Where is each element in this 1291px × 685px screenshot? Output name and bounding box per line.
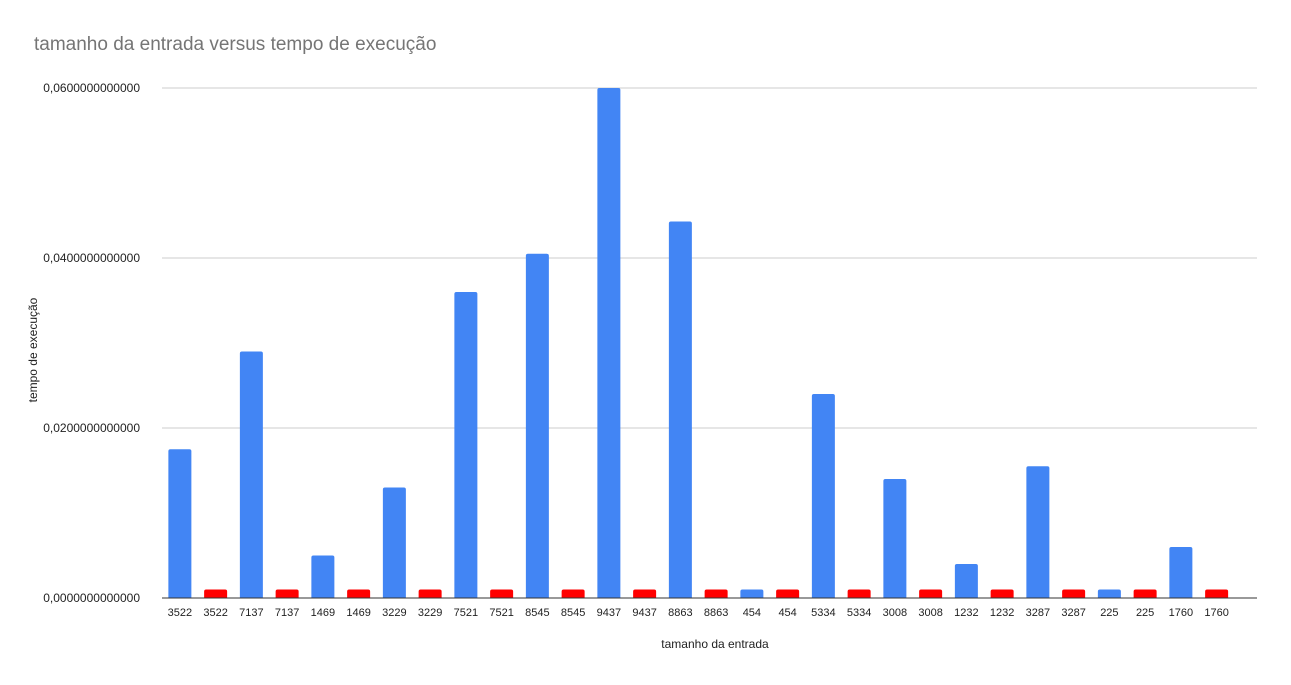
bar bbox=[1062, 589, 1086, 598]
x-tick-label: 3229 bbox=[382, 607, 406, 619]
y-tick-label: 0,0600000000000 bbox=[43, 81, 140, 95]
bar bbox=[883, 479, 907, 598]
x-tick-label: 9437 bbox=[632, 607, 656, 619]
bar bbox=[1026, 466, 1050, 598]
bar bbox=[275, 589, 299, 598]
bar bbox=[1169, 547, 1193, 598]
x-tick-label: 454 bbox=[778, 607, 796, 619]
x-tick-label: 5334 bbox=[811, 607, 835, 619]
x-tick-label: 1232 bbox=[990, 607, 1014, 619]
x-tick-label: 1469 bbox=[346, 607, 370, 619]
bar bbox=[454, 292, 478, 598]
x-tick-label: 7137 bbox=[239, 607, 263, 619]
bar bbox=[1205, 589, 1229, 598]
bar bbox=[347, 589, 371, 598]
x-tick-label: 1760 bbox=[1169, 607, 1193, 619]
x-tick-label: 8863 bbox=[668, 607, 692, 619]
bar bbox=[204, 589, 228, 598]
x-tick-label: 3522 bbox=[168, 607, 192, 619]
y-tick-label: 0,0200000000000 bbox=[43, 421, 140, 435]
bar bbox=[525, 253, 549, 598]
x-tick-label: 1469 bbox=[311, 607, 335, 619]
bar bbox=[704, 589, 728, 598]
bar bbox=[490, 589, 514, 598]
bar bbox=[168, 449, 192, 598]
bar bbox=[919, 589, 943, 598]
x-tick-label: 3522 bbox=[203, 607, 227, 619]
x-tick-label: 7137 bbox=[275, 607, 299, 619]
bar bbox=[418, 589, 442, 598]
x-axis-title: tamanho da entrada bbox=[661, 637, 769, 651]
x-tick-label: 8545 bbox=[561, 607, 585, 619]
x-tick-label: 1760 bbox=[1204, 607, 1228, 619]
x-tick-label: 7521 bbox=[489, 607, 513, 619]
bar bbox=[311, 555, 335, 598]
x-tick-label: 1232 bbox=[954, 607, 978, 619]
bar bbox=[990, 589, 1014, 598]
x-tick-label: 8863 bbox=[704, 607, 728, 619]
y-tick-label: 0,0000000000000 bbox=[43, 591, 140, 605]
bar bbox=[597, 88, 621, 598]
bar bbox=[776, 589, 800, 598]
bar bbox=[847, 589, 871, 598]
bar bbox=[1097, 589, 1121, 598]
chart-title: tamanho da entrada versus tempo de execu… bbox=[34, 34, 437, 55]
bar bbox=[633, 589, 657, 598]
bar bbox=[382, 487, 406, 598]
bar bbox=[740, 589, 764, 598]
x-tick-label: 5334 bbox=[847, 607, 871, 619]
x-tick-label: 9437 bbox=[597, 607, 621, 619]
x-tick-label: 3008 bbox=[883, 607, 907, 619]
x-tick-label: 3229 bbox=[418, 607, 442, 619]
x-tick-label: 3008 bbox=[918, 607, 942, 619]
bar bbox=[668, 221, 692, 598]
bar bbox=[239, 351, 263, 598]
x-tick-label: 454 bbox=[743, 607, 761, 619]
bar bbox=[811, 394, 835, 598]
x-tick-label: 225 bbox=[1136, 607, 1154, 619]
bar bbox=[954, 564, 978, 598]
bar bbox=[1133, 589, 1157, 598]
y-tick-label: 0,0400000000000 bbox=[43, 251, 140, 265]
x-tick-label: 225 bbox=[1100, 607, 1118, 619]
x-tick-label: 3287 bbox=[1026, 607, 1050, 619]
bar bbox=[561, 589, 585, 598]
x-tick-label: 7521 bbox=[454, 607, 478, 619]
x-tick-label: 3287 bbox=[1061, 607, 1085, 619]
x-tick-label: 8545 bbox=[525, 607, 549, 619]
